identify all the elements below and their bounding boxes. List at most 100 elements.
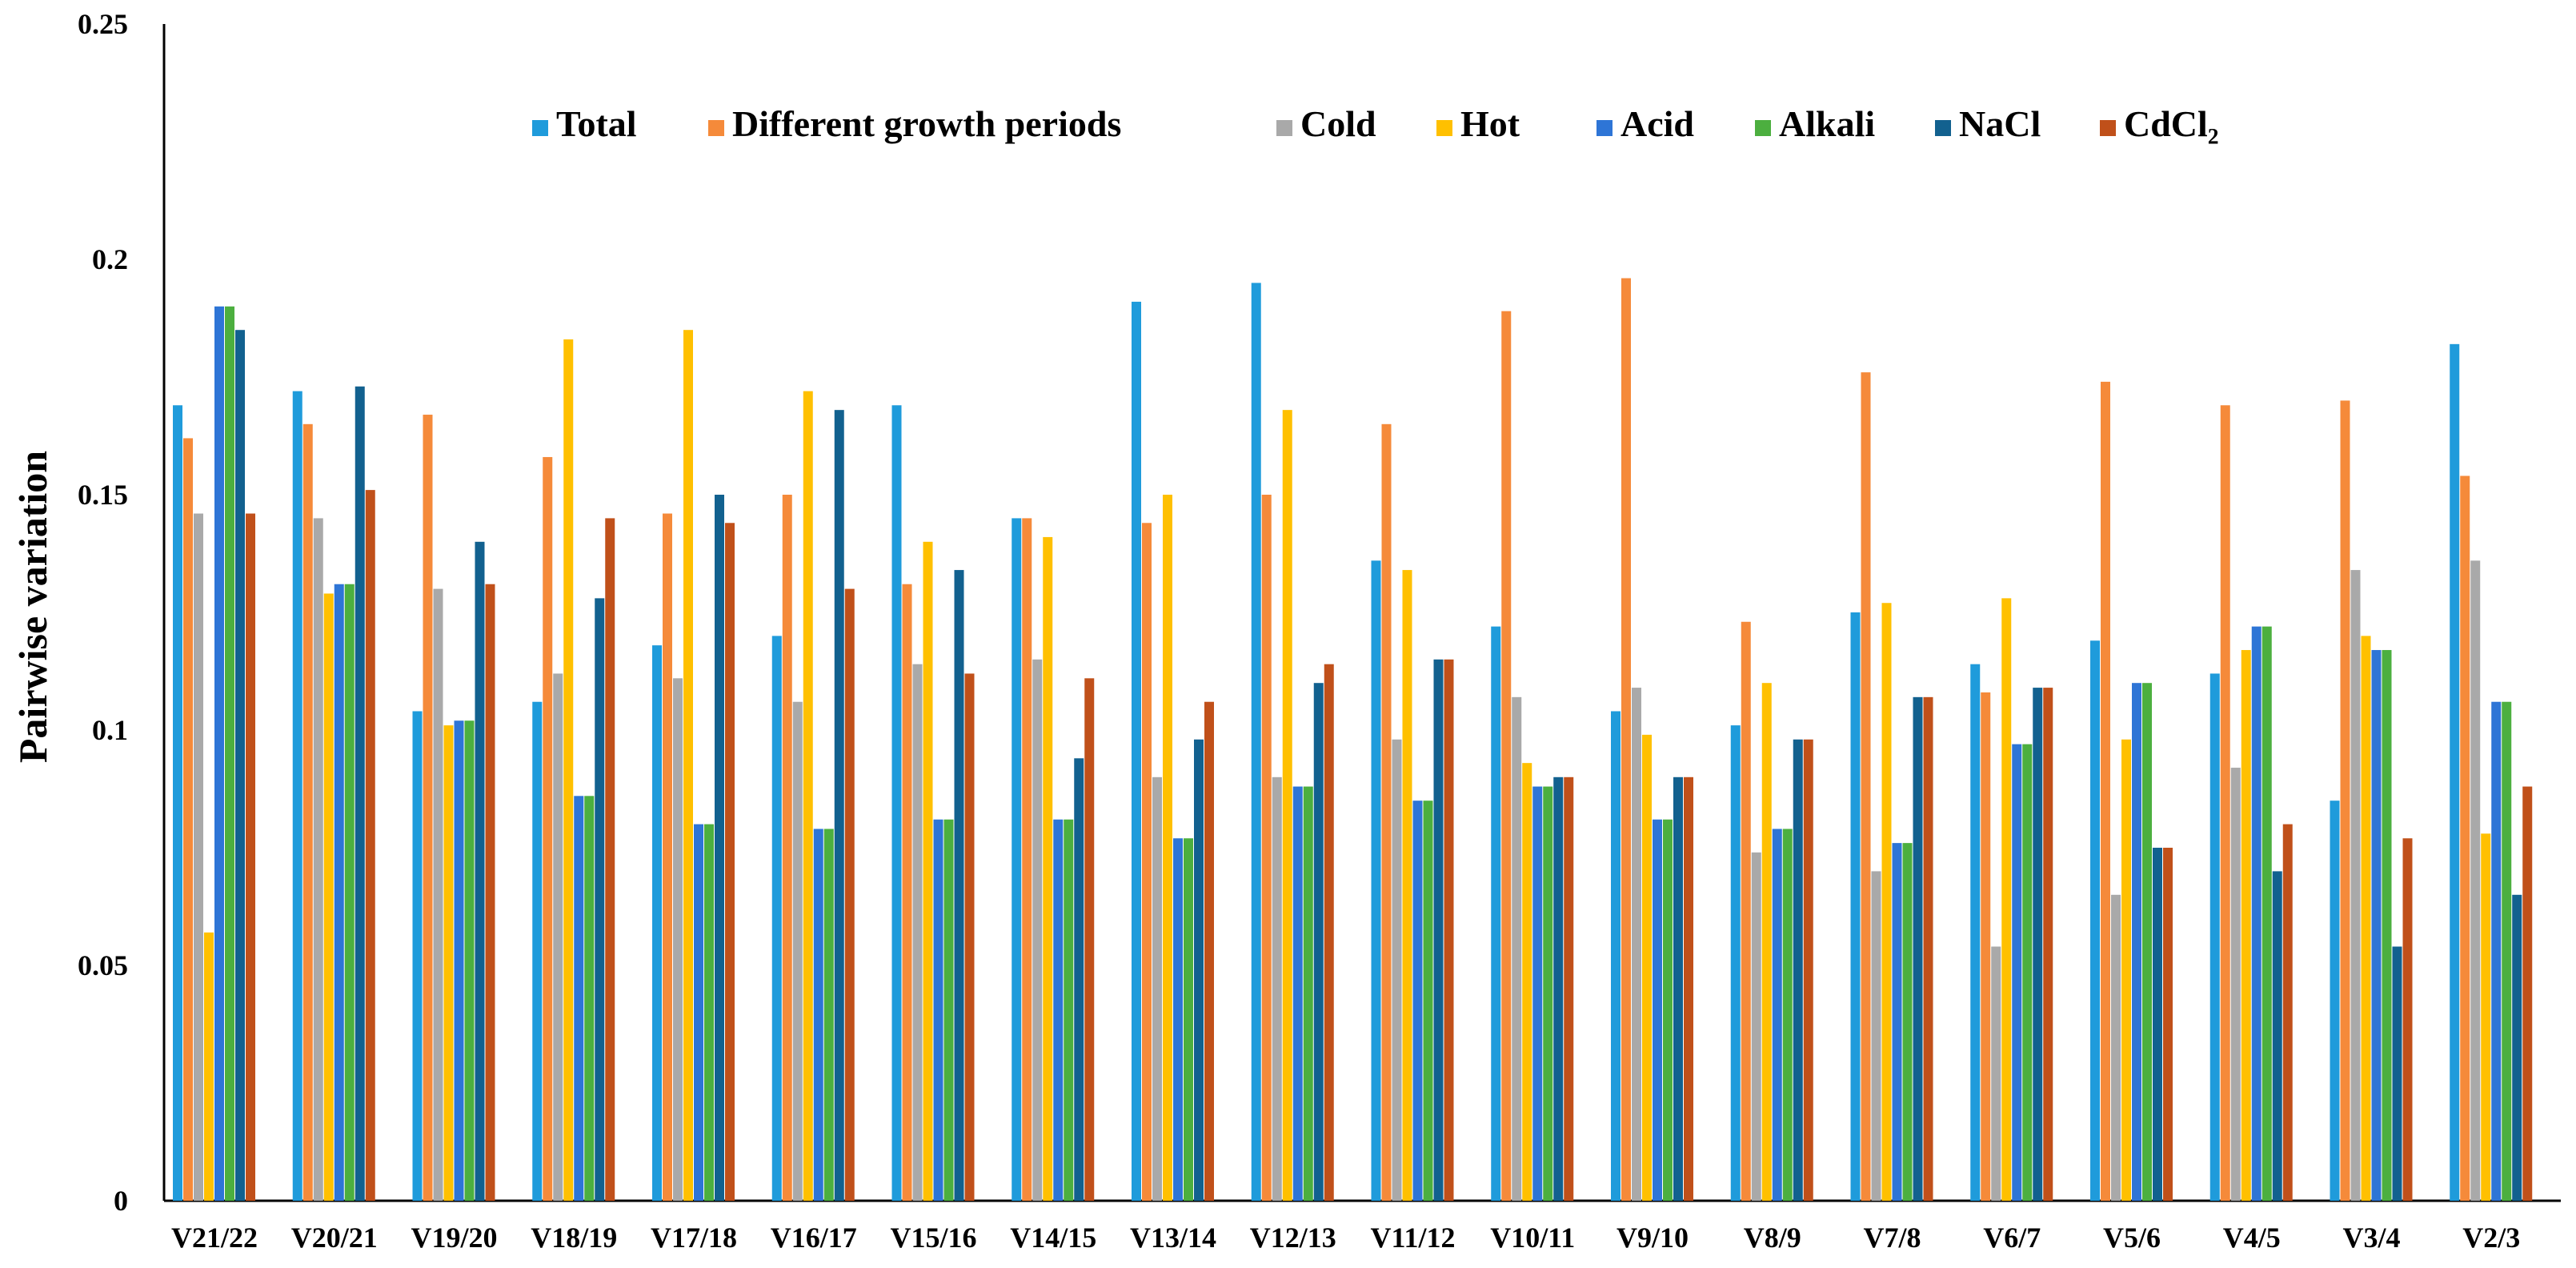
bar (1064, 819, 1074, 1201)
bar (2272, 871, 2282, 1201)
legend-label: Different growth periods (732, 103, 1121, 144)
bar (1793, 739, 1803, 1201)
bar (1251, 283, 1261, 1201)
legend-item: Hot (1436, 103, 1520, 144)
legend-swatch (1276, 120, 1292, 136)
bar (2522, 786, 2533, 1201)
bar (2392, 946, 2402, 1201)
series-alkali (225, 306, 2512, 1201)
bar (1741, 621, 1751, 1201)
bar (1970, 664, 1981, 1201)
bar (2251, 626, 2262, 1201)
y-tick-labels: 0 0.05 0.1 0.15 0.2 0.25 (78, 8, 128, 1217)
bar (1412, 801, 1423, 1201)
bar (2481, 833, 2491, 1201)
bar (194, 513, 203, 1201)
legend-item: Acid (1596, 103, 1694, 144)
x-category-label: V6/7 (1983, 1222, 2041, 1254)
bar (2132, 683, 2141, 1201)
bar (1621, 278, 1631, 1201)
bar (214, 306, 224, 1201)
x-category-label: V8/9 (1744, 1222, 1801, 1254)
legend-item: Alkali (1755, 103, 1875, 144)
bar (2153, 848, 2162, 1201)
y-tick-label: 0.1 (92, 714, 128, 746)
x-category-label: V20/21 (291, 1222, 378, 1254)
x-category-label: V10/11 (1490, 1222, 1575, 1254)
bar (412, 711, 423, 1201)
bar (1913, 696, 1923, 1201)
bar (2230, 768, 2241, 1201)
bar (485, 584, 495, 1201)
bar (1132, 301, 1141, 1201)
bar (2090, 640, 2100, 1201)
bar (1902, 843, 1913, 1201)
bar (1871, 871, 1881, 1201)
bar (1772, 829, 1782, 1201)
bar (2022, 744, 2033, 1201)
bar (902, 584, 912, 1201)
bar (771, 636, 782, 1201)
y-axis-title: Pairwise variation (10, 451, 55, 763)
bar (1553, 776, 1564, 1201)
bar (1012, 518, 1022, 1201)
bar (1782, 829, 1793, 1201)
bar (355, 386, 365, 1201)
x-category-label: V13/14 (1130, 1222, 1216, 1254)
bar (1642, 734, 1652, 1201)
bar (323, 593, 334, 1201)
chart-axes (162, 24, 2561, 1202)
series-nacl (235, 330, 2522, 1202)
bar (1292, 786, 1303, 1201)
bar (433, 588, 443, 1201)
bar (173, 405, 182, 1201)
bar (834, 410, 844, 1201)
bar (563, 339, 574, 1202)
bar (2033, 688, 2043, 1201)
bar (2340, 400, 2350, 1201)
bar (2111, 894, 2121, 1201)
bar (2163, 848, 2173, 1201)
bar (1303, 786, 1313, 1201)
bar (1381, 423, 1392, 1201)
y-tick-label: 0.05 (78, 949, 128, 981)
bar (2361, 636, 2371, 1201)
bar (663, 513, 672, 1201)
x-category-label: V15/16 (891, 1222, 977, 1254)
bar (1324, 664, 1334, 1201)
legend-swatch (532, 120, 548, 136)
bar (823, 829, 834, 1201)
bar (574, 796, 584, 1201)
bar (933, 819, 943, 1201)
series-acid (214, 306, 2502, 1201)
bar (2001, 598, 2012, 1201)
bar (1512, 696, 1522, 1201)
bar (2209, 673, 2220, 1201)
bar (1392, 739, 1402, 1201)
bar (1074, 758, 1084, 1201)
legend-label: NaCl (1959, 103, 2041, 144)
bar (1204, 701, 1214, 1201)
bar (464, 720, 475, 1201)
bar (2460, 476, 2470, 1201)
y-tick-label: 0.2 (92, 243, 128, 275)
bar (1173, 838, 1183, 1201)
legend-item: Total (532, 103, 637, 144)
bar (1861, 372, 1871, 1201)
bar (1803, 739, 1813, 1201)
bar (2101, 381, 2110, 1201)
bar (2491, 701, 2502, 1201)
bar (1564, 776, 1574, 1201)
x-category-label: V4/5 (2223, 1222, 2281, 1254)
bar (792, 701, 803, 1201)
bar (1684, 776, 1693, 1201)
bar (246, 513, 255, 1201)
bar (1272, 776, 1282, 1201)
bar (204, 932, 214, 1201)
legend-swatch (708, 120, 724, 136)
bar (1543, 786, 1553, 1201)
series-hot (204, 330, 2491, 1202)
bar (302, 423, 313, 1201)
bar (2470, 560, 2481, 1201)
bar (1184, 838, 1193, 1201)
